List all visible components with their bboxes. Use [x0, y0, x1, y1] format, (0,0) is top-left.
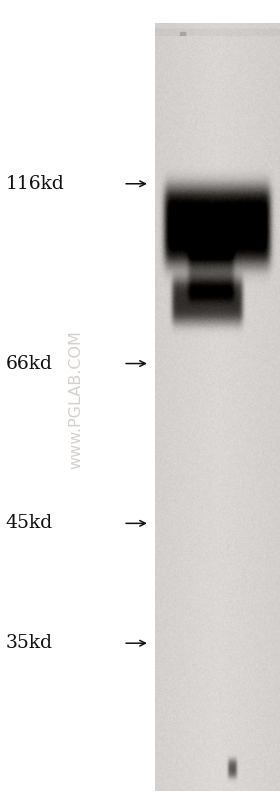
Text: 35kd: 35kd [6, 634, 53, 652]
Text: www.PGLAB.COM: www.PGLAB.COM [68, 330, 83, 469]
Text: 116kd: 116kd [6, 175, 64, 193]
Text: 66kd: 66kd [6, 355, 52, 372]
Text: 45kd: 45kd [6, 515, 53, 532]
